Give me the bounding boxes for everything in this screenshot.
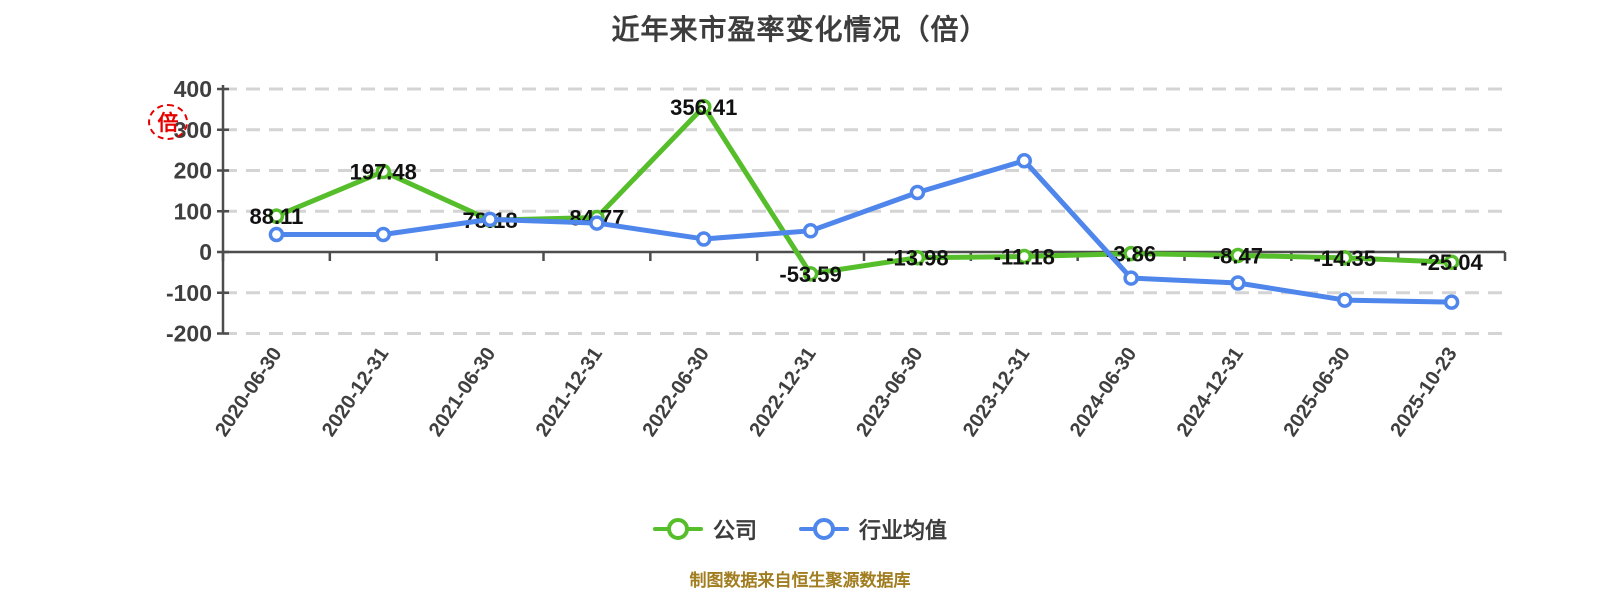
legend-label-company: 公司 bbox=[712, 518, 757, 543]
legend-item-industry-average[interactable]: 行业均值 bbox=[799, 513, 947, 545]
data-point-行业均值 bbox=[589, 215, 605, 231]
series-line-公司 bbox=[273, 104, 1455, 277]
x-category-label: 2020-12-31 bbox=[318, 343, 393, 440]
data-source-note: 制图数据来自恒生聚源数据库 bbox=[689, 571, 911, 590]
data-point-行业均值 bbox=[909, 184, 926, 201]
data-point-行业均值 bbox=[696, 231, 712, 247]
y-tick-label: 100 bbox=[174, 198, 212, 224]
x-category-label: 2025-06-30 bbox=[1279, 343, 1354, 440]
data-point-公司 bbox=[802, 266, 819, 282]
y-tick-label: 400 bbox=[174, 76, 212, 102]
point-value-label: 356.41 bbox=[670, 95, 737, 120]
data-point-行业均值 bbox=[268, 226, 285, 243]
x-category-label: 2021-06-30 bbox=[425, 343, 500, 440]
x-category-label: 2021-12-31 bbox=[532, 343, 607, 440]
x-category-label: 2025-10-23 bbox=[1386, 343, 1461, 440]
x-category-label: 2022-12-31 bbox=[745, 343, 820, 440]
unit-character: 倍 bbox=[157, 112, 179, 135]
data-point-公司 bbox=[1230, 247, 1246, 264]
y-tick-label: -100 bbox=[166, 280, 212, 306]
point-value-label: -11.18 bbox=[994, 245, 1055, 270]
point-value-label: -14.35 bbox=[1314, 246, 1376, 271]
legend-label-industry-average: 行业均值 bbox=[859, 518, 948, 543]
y-axis-unit-stamp: 倍 bbox=[148, 104, 188, 140]
data-point-公司 bbox=[1337, 250, 1353, 266]
data-point-公司 bbox=[1016, 248, 1032, 265]
data-point-行业均值 bbox=[1337, 292, 1353, 308]
data-point-公司 bbox=[696, 99, 712, 115]
x-category-label: 2023-06-30 bbox=[852, 343, 927, 440]
point-value-label: 197.48 bbox=[350, 160, 417, 185]
y-tick-label: -200 bbox=[166, 321, 212, 347]
data-point-公司 bbox=[1123, 245, 1139, 262]
data-point-行业均值 bbox=[802, 223, 819, 239]
y-tick-label: 0 bbox=[199, 239, 212, 265]
data-point-公司 bbox=[909, 249, 926, 266]
point-value-label: 88.11 bbox=[249, 204, 303, 229]
data-point-公司 bbox=[1443, 254, 1460, 270]
industry-series-marker-icon bbox=[799, 516, 849, 542]
data-point-行业均值 bbox=[375, 226, 391, 243]
data-point-行业均值 bbox=[1123, 270, 1139, 286]
data-point-行业均值 bbox=[1443, 294, 1460, 310]
point-value-label: -8.47 bbox=[1213, 243, 1263, 268]
y-tick-label: 200 bbox=[174, 158, 212, 184]
data-point-行业均值 bbox=[482, 211, 498, 228]
point-value-label: -53.59 bbox=[779, 262, 841, 287]
point-value-label: -3.86 bbox=[1106, 242, 1156, 267]
data-point-行业均值 bbox=[1016, 152, 1032, 169]
point-value-label: -13.98 bbox=[886, 246, 948, 271]
chart-title: 近年来市盈率变化情况（倍） bbox=[611, 14, 989, 45]
point-value-label: -25.04 bbox=[1420, 250, 1483, 275]
data-point-公司 bbox=[268, 208, 285, 224]
data-point-行业均值 bbox=[1230, 275, 1246, 291]
legend-item-company[interactable]: 公司 bbox=[652, 513, 757, 545]
series-line-行业均值 bbox=[273, 158, 1455, 305]
data-point-公司 bbox=[375, 163, 391, 180]
x-category-label: 2022-06-30 bbox=[638, 343, 713, 440]
x-category-label: 2020-06-30 bbox=[211, 343, 286, 440]
x-category-label: 2023-12-31 bbox=[959, 343, 1034, 440]
company-series-marker-icon bbox=[652, 516, 703, 542]
x-category-label: 2024-06-30 bbox=[1066, 343, 1141, 440]
chart-legend: 公司 行业均值 bbox=[0, 506, 1600, 552]
x-category-label: 2024-12-31 bbox=[1173, 343, 1248, 440]
